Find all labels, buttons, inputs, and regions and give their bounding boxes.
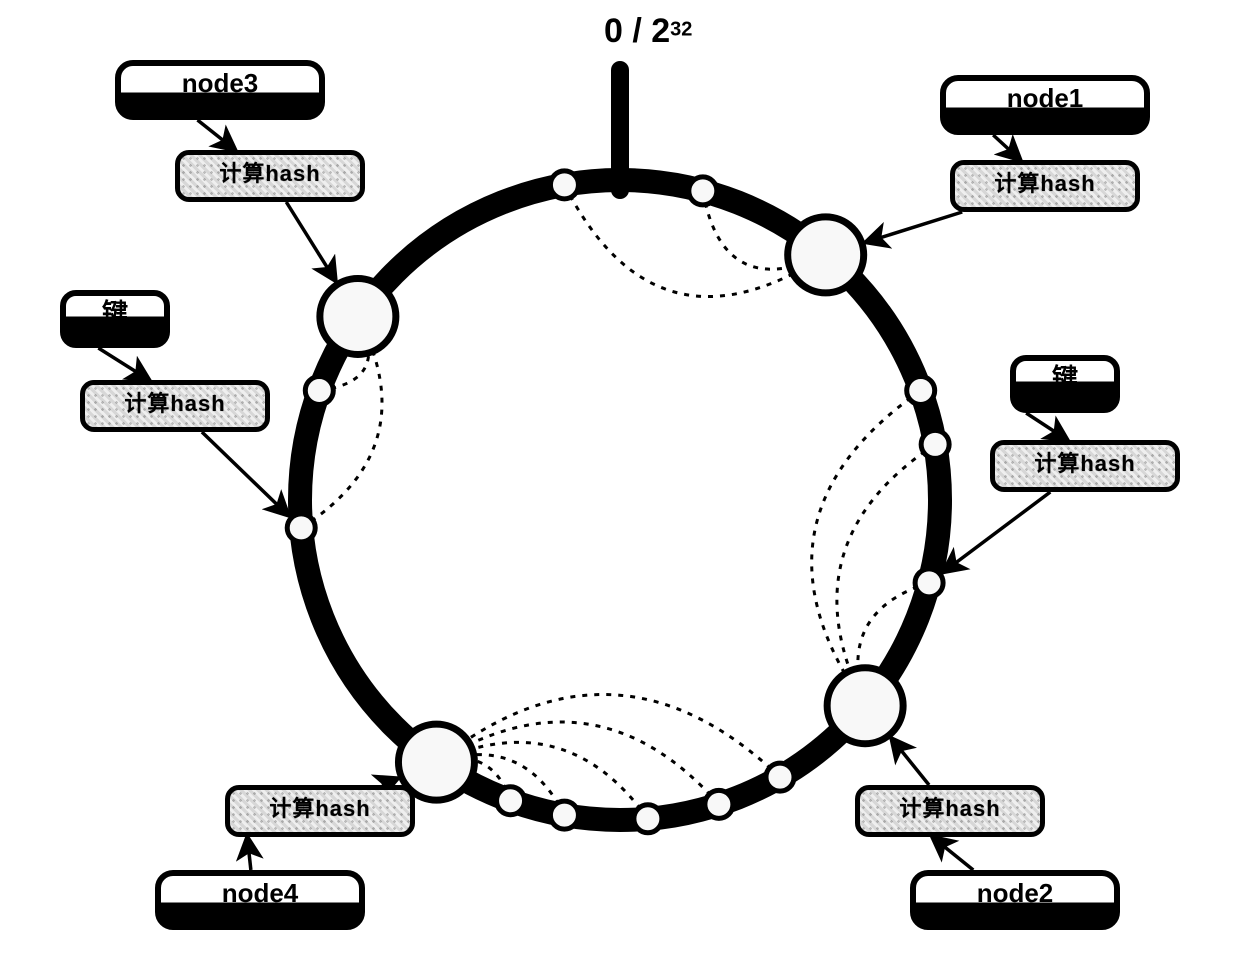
arrow xyxy=(98,348,149,380)
key-e xyxy=(915,569,943,597)
arrow xyxy=(382,778,398,785)
diagram-root: { "colors": { "background": "#ffffff", "… xyxy=(0,0,1240,961)
hash4-box: 计算hash xyxy=(225,785,415,837)
arrow xyxy=(993,135,1020,160)
hash-right-box: 计算hash xyxy=(990,440,1180,492)
key-g xyxy=(705,790,733,818)
node1-box: node1 xyxy=(940,75,1150,135)
key-i xyxy=(550,801,578,829)
node4-box: node4 xyxy=(155,870,365,930)
origin-exponent: 32 xyxy=(670,19,692,41)
key-h xyxy=(634,805,662,833)
node2-box: node2 xyxy=(910,870,1120,930)
key-k xyxy=(287,514,315,542)
key-c xyxy=(907,377,935,405)
key-d xyxy=(921,430,949,458)
arrow xyxy=(866,212,962,242)
arrow xyxy=(891,738,929,785)
hash3-box: 计算hash xyxy=(175,150,365,202)
node1-marker xyxy=(788,217,864,293)
node2-marker xyxy=(827,668,903,744)
arrow xyxy=(202,432,288,515)
arrow xyxy=(198,120,236,150)
hash-left-box: 计算hash xyxy=(80,380,270,432)
hash2-box: 计算hash xyxy=(855,785,1045,837)
route-key-f-to-node4-marker xyxy=(436,695,780,778)
key-left-box: 键 xyxy=(60,290,170,348)
ring-origin-label: 0 / 232 xyxy=(604,12,692,51)
key-b xyxy=(689,177,717,205)
key-l xyxy=(305,377,333,405)
arrow xyxy=(944,492,1051,572)
arrow xyxy=(286,202,335,281)
hash1-box: 计算hash xyxy=(950,160,1140,212)
arrow xyxy=(932,837,973,870)
key-right-box: 键 xyxy=(1010,355,1120,413)
key-a xyxy=(550,171,578,199)
node3-marker xyxy=(320,278,396,354)
key-j xyxy=(497,787,525,815)
origin-prefix: 0 / 2 xyxy=(604,12,670,50)
arrow xyxy=(247,837,251,870)
arrow xyxy=(1026,413,1067,440)
key-f xyxy=(766,763,794,791)
node3-box: node3 xyxy=(115,60,325,120)
